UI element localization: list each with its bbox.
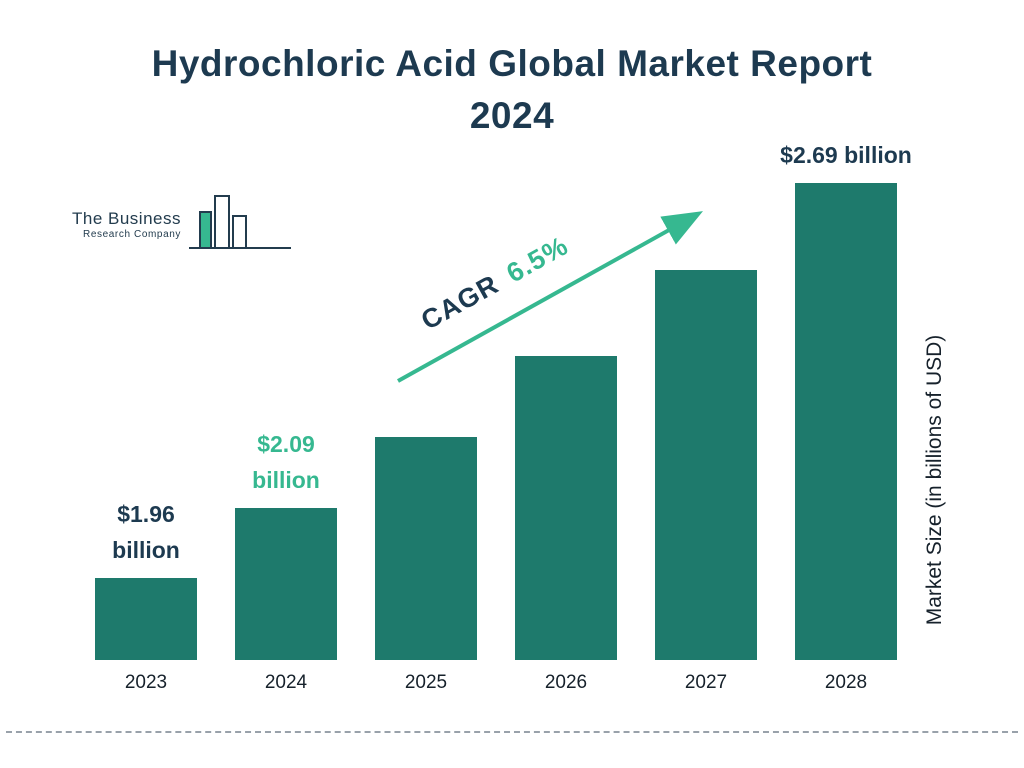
bottom-dashed-divider [6,731,1018,733]
bar-2024 [235,507,337,660]
logo-text: The Business Research Company [72,210,181,254]
logo-line1: The Business [72,209,181,229]
value-label-2024: $2.09 billion [252,430,320,493]
company-logo: The Business Research Company [72,192,297,254]
logo-bars-icon [189,195,291,249]
chart-title: Hydrochloric Acid Global Market Report 2… [151,43,873,136]
value-label-2028: $2.69 billion [780,142,912,168]
bar-2027 [655,269,757,660]
y-axis-label: Market Size (in billions of USD) [923,334,946,626]
x-tick-2026: 2026 [544,672,588,693]
bar-2023 [95,578,197,660]
x-tick-2027: 2027 [684,672,728,693]
cagr-arrow [397,211,703,383]
bar-2025 [375,437,477,660]
x-tick-2025: 2025 [404,672,448,693]
x-tick-2024: 2024 [264,672,308,693]
logo-line2: Research Company [83,229,181,240]
value-label-2023: $1.96 billion [112,501,180,563]
bar-2026 [515,356,617,660]
bar-2028 [795,183,897,660]
x-tick-2028: 2028 [824,672,868,693]
x-tick-2023: 2023 [124,672,168,693]
